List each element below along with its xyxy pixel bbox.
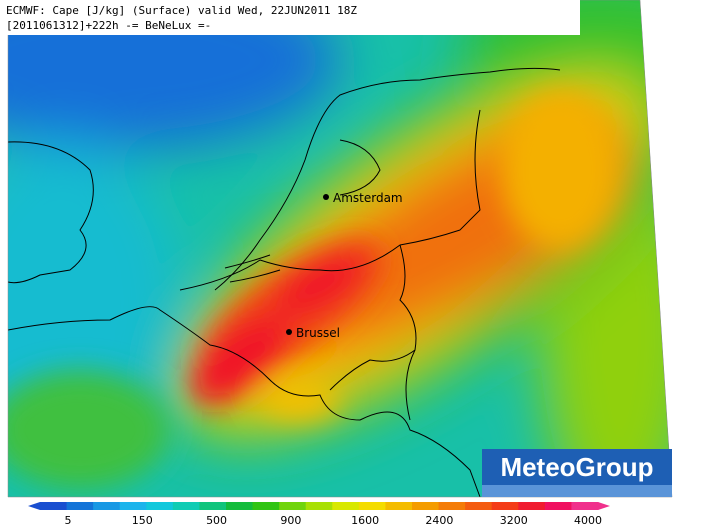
colorbar-tick-label: 3200 — [500, 514, 528, 526]
colorbar-tick-label: 500 — [206, 514, 227, 526]
city-dot — [323, 194, 329, 200]
colorbar-segment — [146, 502, 174, 510]
colorbar-tick-label: 900 — [280, 514, 301, 526]
logo: MeteoGroup — [500, 452, 653, 482]
colorbar-segment — [93, 502, 121, 510]
colorbar-segment — [305, 502, 333, 510]
city-label: Amsterdam — [333, 191, 403, 205]
colorbar-segment — [172, 502, 200, 510]
logo-band — [482, 485, 672, 497]
colorbar-tick-label: 4000 — [574, 514, 602, 526]
header-box — [0, 0, 580, 35]
header-line: [2011061312]+222h -= BeNeLux =- — [6, 19, 211, 32]
colorbar-segment — [226, 502, 254, 510]
colorbar-segment — [279, 502, 307, 510]
colorbar-segment — [66, 502, 94, 510]
colorbar-segment — [358, 502, 386, 510]
colorbar-arrow — [28, 502, 40, 510]
colorbar-segment — [571, 502, 599, 510]
colorbar-segment — [491, 502, 519, 510]
city-dot — [286, 329, 292, 335]
colorbar-tick-label: 5 — [65, 514, 72, 526]
colorbar-segment — [465, 502, 493, 510]
colorbar-tick-label: 2400 — [425, 514, 453, 526]
colorbar-tick-label: 150 — [132, 514, 153, 526]
city-label: Brussel — [296, 326, 340, 340]
colorbar-segment — [119, 502, 147, 510]
header-line: ECMWF: Cape [J/kg] (Surface) valid Wed, … — [6, 4, 357, 17]
colorbar-segment — [40, 502, 68, 510]
colorbar-segment — [544, 502, 572, 510]
colorbar-segment — [518, 502, 546, 510]
colorbar-segment — [438, 502, 466, 510]
colorbar-tick-label: 1600 — [351, 514, 379, 526]
colorbar-segment — [252, 502, 280, 510]
colorbar-segment — [199, 502, 227, 510]
colorbar-arrow — [598, 502, 610, 510]
colorbar-segment — [385, 502, 413, 510]
colorbar-segment — [412, 502, 440, 510]
colorbar-segment — [332, 502, 360, 510]
